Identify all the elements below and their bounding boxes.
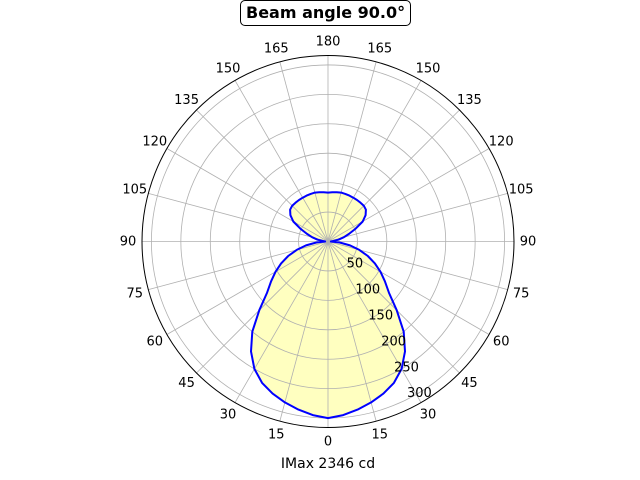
angular-gridline [196,109,329,242]
angular-gridline [327,241,377,422]
angular-gridline [234,241,329,403]
angle-tick-label: 105 [509,183,534,198]
radial-tick-label: 200 [381,334,406,349]
x-axis-label: IMax 2346 cd [280,456,376,472]
angular-gridline [234,80,329,242]
angle-tick-label: 165 [264,41,289,56]
radial-tick-label: 250 [394,360,419,375]
radial-tick-label: 150 [368,308,393,323]
angle-tick-label: 15 [371,428,388,443]
angle-tick-label: 165 [367,41,392,56]
angle-tick-label: 60 [147,335,164,350]
angle-tick-label: 45 [178,376,195,391]
angular-gridline [148,192,329,242]
angular-gridline [166,148,329,242]
angle-tick-label: 150 [416,61,441,76]
angular-gridline [327,241,490,335]
angle-tick-label: 90 [120,235,137,250]
angular-gridline [327,80,422,242]
angle-tick-label: 30 [420,408,437,423]
angular-gridline [279,241,329,422]
angle-tick-label: 0 [324,435,332,450]
angle-tick-label: 75 [513,286,530,301]
angle-tick-label: 150 [216,61,241,76]
polar-frame [141,55,515,428]
angle-tick-label: 105 [122,183,147,198]
angular-gridline [327,109,460,242]
angular-gridline [327,61,377,242]
angle-tick-label: 120 [489,135,514,150]
radial-tick-label: 50 [347,256,364,271]
angular-gridline [327,241,460,374]
angular-gridline [327,148,490,242]
angle-tick-label: 75 [127,286,144,301]
angle-tick-label: 15 [268,428,285,443]
radial-tick-label: 300 [407,386,432,401]
chart-title: Beam angle 90.0° [240,0,412,26]
radial-tick-label: 100 [355,282,380,297]
angle-tick-label: 45 [461,376,478,391]
angle-tick-label: 120 [142,135,167,150]
angular-gridline [166,241,329,335]
angular-gridline [327,192,508,242]
angle-tick-label: 135 [174,93,199,108]
angle-tick-label: 180 [316,35,341,50]
intensity-curve [250,191,406,420]
angular-gridline [327,241,422,403]
angular-gridline [279,61,329,242]
angular-gridline [196,241,329,374]
angle-tick-label: 30 [220,408,237,423]
angle-tick-label: 135 [457,93,482,108]
angle-tick-label: 60 [493,335,510,350]
angle-tick-label: 90 [520,235,537,250]
